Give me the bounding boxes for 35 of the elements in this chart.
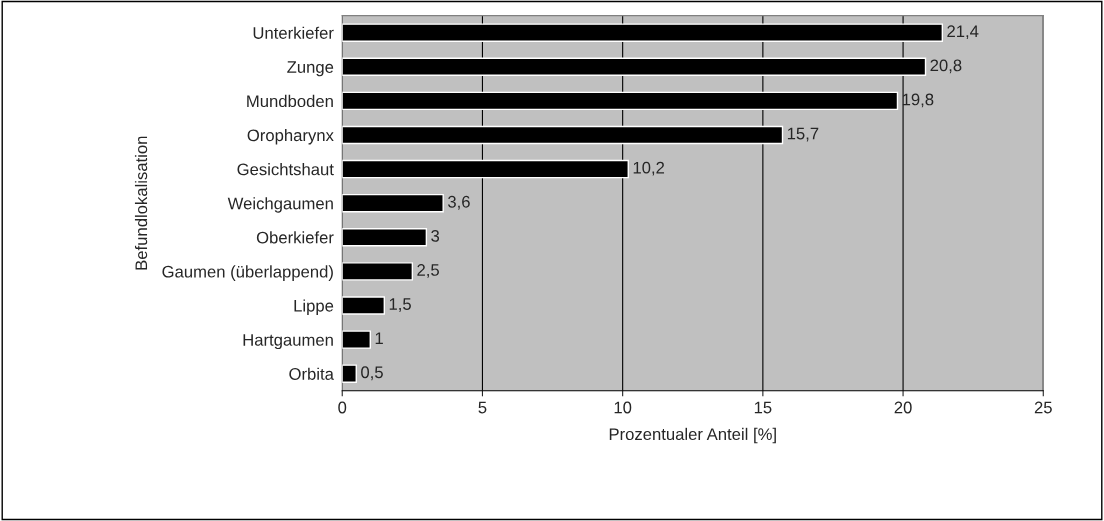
x-tick-label: 15	[754, 401, 772, 414]
y-tick-label: Weichgaumen	[227, 197, 333, 213]
y-tick-label: Lippe	[294, 299, 334, 315]
y-axis-title: Befundlokalisation	[134, 136, 148, 270]
y-tick-label: Zunge	[287, 61, 334, 77]
data-label: 2,5	[417, 264, 439, 278]
x-tick-label: 25	[1034, 401, 1052, 414]
y-tick-label: Hartgaumen	[243, 334, 333, 350]
x-tick-label: 20	[894, 401, 912, 414]
y-tick-label: Gesichtshaut	[237, 163, 334, 176]
data-label: 1,5	[389, 298, 411, 312]
bar	[342, 296, 385, 315]
data-label: 21,4	[947, 25, 979, 40]
bar	[342, 364, 357, 383]
data-label: 3	[431, 229, 440, 242]
bar	[342, 193, 444, 213]
y-tick-label: Oberkiefer	[256, 231, 334, 244]
y-tick-label: Gaumen (überlappend)	[162, 265, 333, 281]
y-tick-label: Orbita	[289, 367, 334, 380]
data-label: 15,7	[787, 127, 819, 142]
bar	[342, 330, 371, 349]
bar	[342, 228, 428, 247]
x-tick-label: 0	[338, 401, 347, 414]
data-label: 3,6	[447, 195, 470, 210]
bar	[342, 262, 414, 281]
data-label: 1	[375, 332, 383, 344]
data-label: 10,2	[633, 161, 665, 176]
x-axis-title: Prozentualer Anteil [%]	[609, 427, 776, 444]
data-label: 20,8	[930, 59, 962, 74]
y-tick-label: Mundboden	[247, 94, 333, 108]
x-tick-label: 5	[478, 401, 487, 414]
x-tick-label: 10	[614, 401, 632, 414]
data-label: 0,5	[361, 366, 383, 381]
y-tick-label: Oropharynx	[247, 128, 334, 145]
y-tick-label: Unterkiefer	[253, 26, 334, 39]
